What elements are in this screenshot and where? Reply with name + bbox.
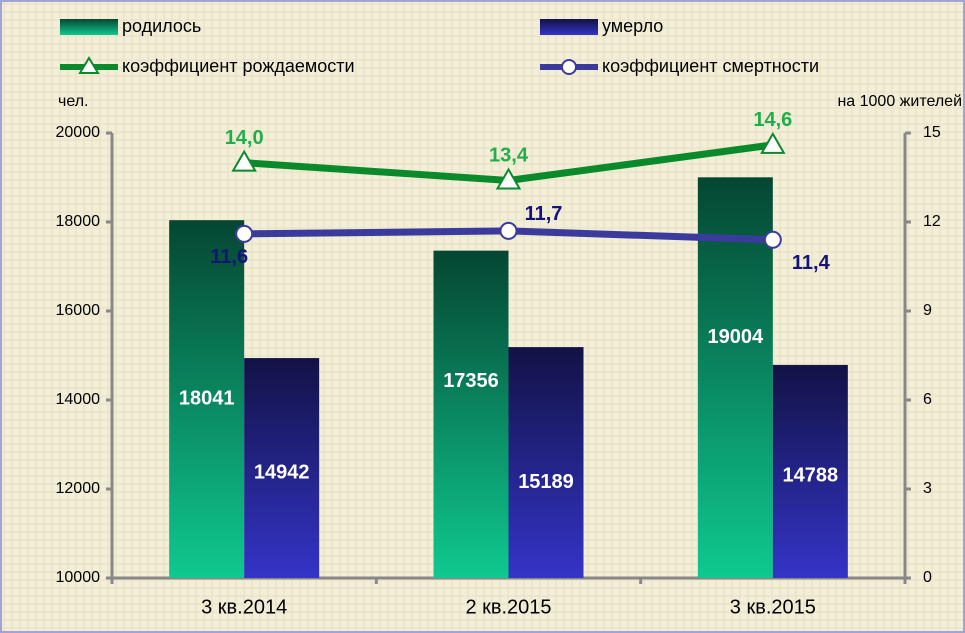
legend-marker bbox=[78, 56, 100, 74]
marker bbox=[763, 230, 782, 249]
bar-label: 15189 bbox=[518, 471, 574, 493]
bar bbox=[433, 250, 509, 578]
marker bbox=[235, 224, 254, 243]
data-label: 11,4 bbox=[792, 252, 831, 274]
marker bbox=[499, 221, 518, 240]
legend-swatch bbox=[60, 19, 118, 35]
bar bbox=[772, 364, 848, 578]
bar bbox=[697, 177, 773, 578]
y-tick-label: 16000 bbox=[56, 302, 101, 319]
data-label: 11,6 bbox=[210, 246, 248, 268]
bar-label: 19004 bbox=[708, 326, 764, 348]
marker bbox=[231, 149, 257, 172]
x-tick-label: 2 кв.2015 bbox=[465, 596, 551, 618]
bar bbox=[244, 358, 320, 578]
y-tick-label: 18000 bbox=[56, 213, 101, 230]
bar bbox=[169, 220, 245, 578]
marker bbox=[760, 131, 786, 154]
y-tick-label: 10000 bbox=[56, 569, 101, 586]
y2-tick-label: 3 bbox=[923, 480, 932, 497]
y2-tick-label: 9 bbox=[923, 302, 932, 319]
legend-marker bbox=[561, 59, 577, 75]
legend-label: коэффициент смертности bbox=[602, 56, 819, 76]
data-label: 13,4 bbox=[489, 145, 529, 167]
x-tick-label: 3 кв.2015 bbox=[730, 596, 816, 618]
y2-axis-label: на 1000 жителей bbox=[837, 93, 962, 110]
bar bbox=[508, 347, 584, 578]
y2-tick-label: 12 bbox=[923, 213, 941, 230]
bar-label: 18041 bbox=[179, 387, 235, 409]
legend-label: умерло bbox=[602, 16, 663, 36]
legend-label: родилось bbox=[122, 16, 201, 36]
y-tick-label: 12000 bbox=[56, 480, 101, 497]
y2-tick-label: 6 bbox=[923, 391, 932, 408]
bar-label: 17356 bbox=[443, 370, 499, 392]
data-label: 11,7 bbox=[525, 203, 563, 225]
marker bbox=[495, 167, 522, 190]
bar-label: 14788 bbox=[783, 465, 839, 487]
data-label: 14,6 bbox=[753, 109, 792, 131]
data-label: 14,0 bbox=[225, 127, 264, 149]
y2-tick-label: 15 bbox=[923, 124, 941, 141]
y-tick-label: 14000 bbox=[56, 391, 101, 408]
y2-tick-label: 0 bbox=[923, 569, 932, 586]
y-axis-label: чел. bbox=[58, 93, 88, 110]
y-tick-label: 20000 bbox=[56, 124, 101, 141]
legend-label: коэффициент рождаемости bbox=[122, 56, 355, 76]
x-tick-label: 3 кв.2014 bbox=[201, 596, 287, 618]
bar-label: 14942 bbox=[254, 461, 310, 483]
legend-swatch bbox=[540, 19, 598, 35]
